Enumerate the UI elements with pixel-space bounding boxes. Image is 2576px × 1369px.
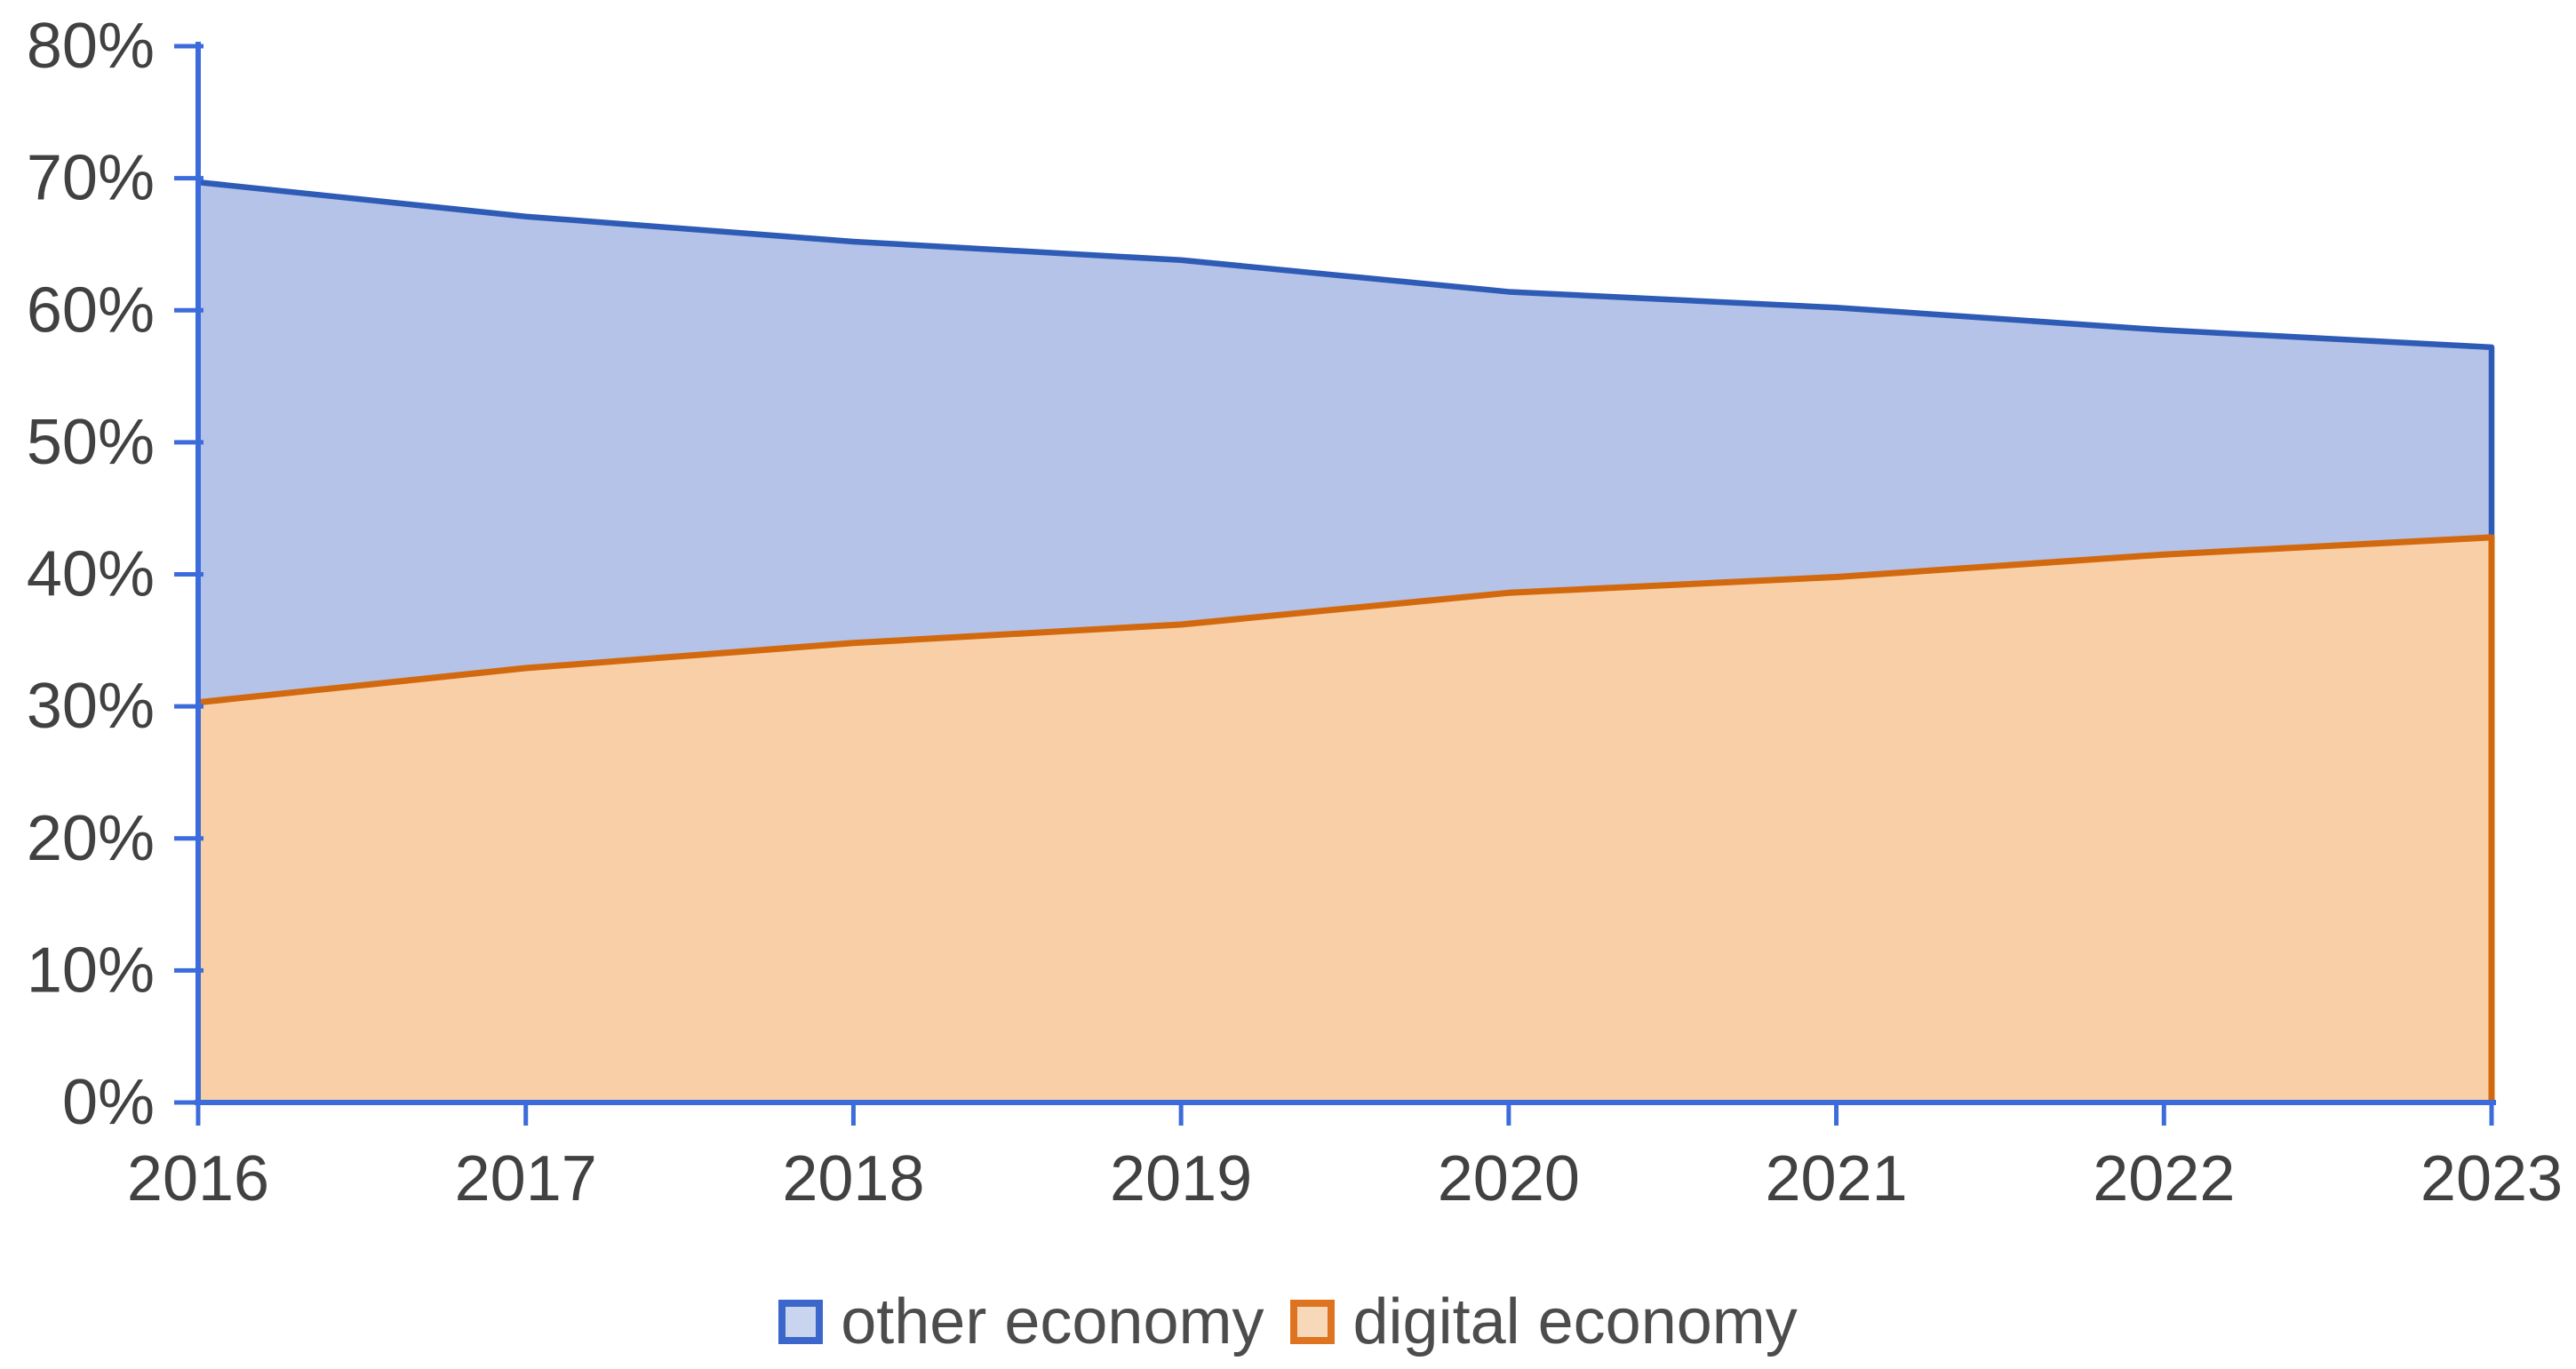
x-tick-label: 2022 (2093, 1143, 2235, 1214)
y-tick-label: 60% (27, 275, 155, 346)
y-tick-label: 50% (27, 407, 155, 478)
y-tick-label: 70% (27, 143, 155, 214)
x-tick-label: 2023 (2420, 1143, 2563, 1214)
digital-economy-line (197, 534, 2495, 1102)
y-tick-label: 80% (27, 11, 155, 82)
y-tick-label: 40% (27, 539, 155, 610)
legend-swatch-digital-economy (1290, 1300, 1336, 1344)
x-tick-label: 2016 (127, 1143, 269, 1214)
x-tick-label: 2017 (455, 1143, 597, 1214)
y-tick-label: 10% (27, 935, 155, 1006)
other-economy-line (197, 179, 2495, 537)
x-tick-label: 2020 (1438, 1143, 1580, 1214)
digital-economy-area (198, 537, 2492, 1102)
x-tick-label: 2018 (782, 1143, 924, 1214)
legend-item-other-economy[interactable]: other economy (778, 1290, 1264, 1354)
legend-label-digital-economy: digital economy (1352, 1286, 1798, 1357)
y-tick-label: 20% (27, 803, 155, 874)
x-tick-label: 2019 (1110, 1143, 1252, 1214)
y-tick-label: 0% (62, 1067, 155, 1138)
legend-swatch-other-economy (778, 1300, 824, 1344)
x-tick-label: 2021 (1765, 1143, 1907, 1214)
legend-label-other-economy: other economy (841, 1286, 1264, 1357)
chart-legend: other economy digital economy (0, 1281, 2576, 1363)
y-tick-label: 30% (27, 671, 155, 742)
legend-item-digital-economy[interactable]: digital economy (1290, 1286, 1798, 1357)
